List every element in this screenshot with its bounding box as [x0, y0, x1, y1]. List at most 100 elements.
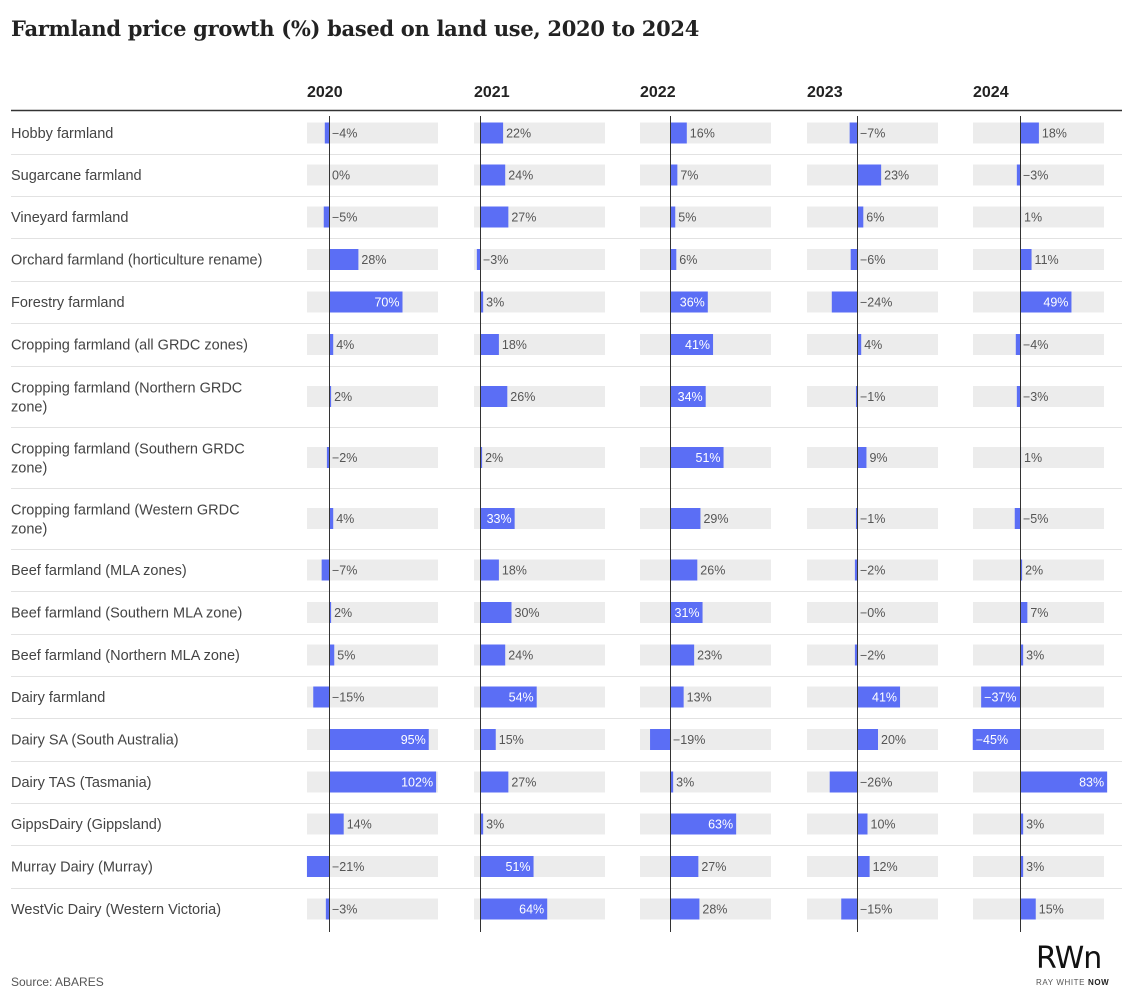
- row-label-line2: zone): [11, 522, 47, 538]
- bar-track: [474, 559, 605, 581]
- data-label: 24%: [508, 649, 533, 663]
- bar: [329, 508, 334, 529]
- source-note: Source: ABARES: [11, 975, 104, 989]
- chart: 2020 2021 2022 2023 2024 Hobby farmland −4% 22%…: [11, 84, 1122, 932]
- data-label: 16%: [690, 127, 715, 141]
- data-label: 27%: [511, 211, 536, 225]
- data-label: −1%: [860, 512, 885, 526]
- data-label: 2%: [334, 390, 352, 404]
- bar-track: [973, 644, 1104, 666]
- bar-track: [474, 813, 605, 835]
- bar: [857, 856, 870, 877]
- bar-track: [807, 644, 938, 666]
- bar: [326, 447, 329, 468]
- bar-track: [807, 447, 938, 468]
- bar: [670, 813, 737, 835]
- data-label: 95%: [401, 733, 426, 747]
- data-label: −5%: [332, 211, 357, 225]
- data-label: −7%: [860, 127, 885, 141]
- bar-track: [807, 508, 938, 529]
- data-label: −26%: [860, 776, 892, 790]
- row-label: Murray Dairy (Murray): [11, 860, 153, 876]
- bar-track: [973, 447, 1104, 468]
- bar: [670, 898, 700, 920]
- data-label: 5%: [337, 649, 355, 663]
- bar: [1016, 386, 1020, 407]
- bar: [1020, 559, 1023, 581]
- ray-white-now-logo: RWn RAY WHITE NOW: [1036, 944, 1121, 992]
- bar-track: [807, 856, 938, 877]
- bar: [972, 729, 1020, 750]
- bar-track: [307, 898, 438, 920]
- bar: [831, 291, 857, 313]
- bar: [480, 602, 512, 623]
- bar-track: [973, 813, 1104, 835]
- data-label: 9%: [869, 451, 887, 465]
- bar-track: [307, 644, 438, 666]
- bar: [670, 508, 701, 529]
- bar-track: [640, 771, 771, 793]
- data-label: 2%: [485, 451, 503, 465]
- data-label: 1%: [1024, 451, 1042, 465]
- data-label: 3%: [676, 776, 694, 790]
- data-label: 64%: [519, 903, 544, 917]
- data-label: −1%: [860, 390, 885, 404]
- data-label: 83%: [1079, 776, 1104, 790]
- data-label: 28%: [361, 253, 386, 267]
- bar: [480, 559, 499, 581]
- data-label: 23%: [697, 649, 722, 663]
- bar: [1020, 291, 1072, 313]
- bar-track: [807, 602, 938, 623]
- bar: [670, 164, 678, 186]
- bar-track: [474, 334, 605, 355]
- data-label: 18%: [502, 564, 527, 578]
- bar-track: [807, 813, 938, 835]
- bar: [323, 206, 329, 228]
- bar-track: [807, 249, 938, 270]
- data-label: 3%: [1026, 649, 1044, 663]
- bar: [480, 164, 506, 186]
- bar: [329, 386, 332, 407]
- bar: [324, 122, 329, 144]
- bar: [854, 559, 857, 581]
- year-header: 2023: [807, 84, 843, 101]
- bar: [1020, 249, 1032, 270]
- bar: [650, 729, 670, 750]
- data-label: −5%: [1023, 512, 1048, 526]
- data-label: 23%: [884, 169, 909, 183]
- bar-track: [973, 206, 1104, 228]
- bar: [1014, 508, 1020, 529]
- bar: [850, 249, 857, 270]
- bar: [1020, 644, 1024, 666]
- data-label: −3%: [483, 253, 508, 267]
- row-label: WestVic Dairy (Western Victoria): [11, 902, 221, 918]
- bar: [480, 856, 534, 877]
- year-header: 2024: [973, 84, 1009, 101]
- data-label: −21%: [332, 860, 364, 874]
- row-label: Beef farmland (Northern MLA zone): [11, 648, 240, 664]
- bar: [670, 602, 703, 623]
- data-label: 30%: [515, 606, 540, 620]
- bar-track: [640, 729, 771, 750]
- data-label: −2%: [860, 649, 885, 663]
- row-label: Sugarcane farmland: [11, 168, 142, 184]
- data-label: 33%: [487, 512, 512, 526]
- data-label: −0%: [860, 606, 885, 620]
- bar: [670, 856, 699, 877]
- data-label: 20%: [881, 733, 906, 747]
- bar: [857, 813, 868, 835]
- year-header: 2022: [640, 84, 676, 101]
- data-label: 54%: [509, 691, 534, 705]
- bar-track: [307, 164, 438, 186]
- bar: [841, 898, 857, 920]
- data-label: 63%: [708, 818, 733, 832]
- year-header: 2021: [474, 84, 510, 101]
- data-label: 2%: [334, 606, 352, 620]
- data-label: −4%: [332, 127, 357, 141]
- bar-track: [307, 686, 438, 708]
- row-label: Dairy SA (South Australia): [11, 733, 179, 749]
- data-label: 41%: [685, 338, 710, 352]
- bar: [321, 559, 329, 581]
- bar: [670, 291, 708, 313]
- bar-track: [640, 249, 771, 270]
